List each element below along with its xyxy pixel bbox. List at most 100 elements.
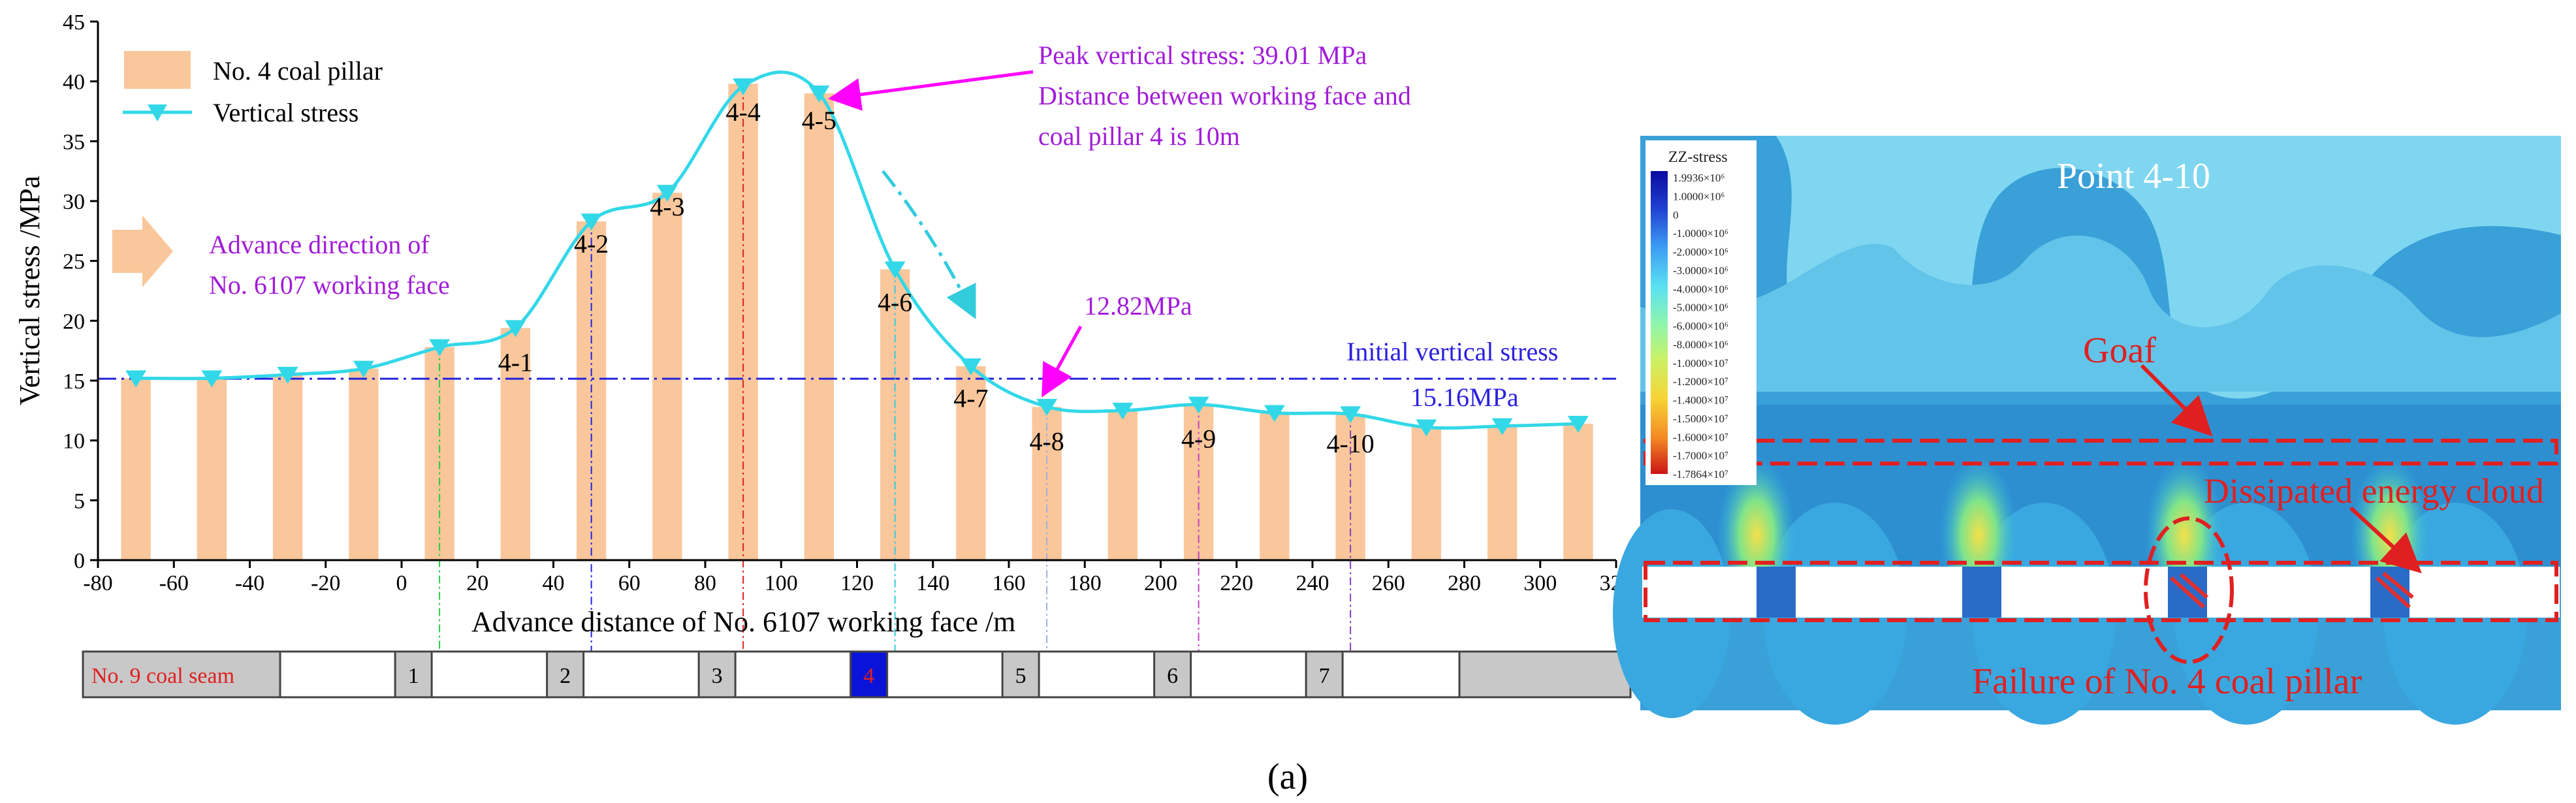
y-ticks: 0 5 10 15 20 25 30 35 40 45: [63, 10, 98, 573]
line-marker: [1416, 419, 1437, 437]
bar: [1260, 413, 1290, 560]
advance-text-2: No. 6107 working face: [209, 270, 450, 300]
seam-end-box: [1458, 650, 1632, 699]
line-marker: [1340, 406, 1361, 424]
cloud-label: Dissipated energy cloud: [2204, 471, 2544, 511]
point-label: 4-9: [1181, 424, 1216, 454]
colorbar-label: -1.6000×10⁷: [1673, 431, 1728, 443]
bar: [272, 374, 303, 560]
line-marker: [580, 213, 602, 231]
pillar-4: [850, 650, 889, 699]
initial-stress-value: 15.16MPa: [1410, 383, 1519, 412]
peak-arrow: [828, 70, 1034, 111]
bar: [500, 328, 531, 560]
line-marker: [1491, 418, 1513, 435]
failure-circle: [2144, 516, 2234, 664]
colorbar-label: -1.5000×10⁷: [1673, 413, 1728, 425]
colorbar-label: -1.0000×10⁷: [1673, 357, 1728, 370]
point-label: 4-3: [650, 192, 684, 221]
colorbar-label: -1.0000×10⁶: [1673, 227, 1728, 240]
line-marker: [125, 370, 147, 388]
colorbar-label: -6.0000×10⁶: [1673, 320, 1728, 332]
seam-box: [1644, 561, 2558, 622]
x-tick-label: 240: [1296, 571, 1329, 595]
advance-text-1: Advance direction of: [209, 230, 430, 259]
bar: [1107, 410, 1138, 560]
x-tick-label: 0: [396, 571, 407, 595]
colorbar: [1651, 171, 1668, 474]
x-tick-label: 160: [993, 571, 1026, 595]
point-label: 4-2: [574, 229, 609, 259]
y-tick-label: 15: [63, 370, 85, 394]
legend-bar-label: No. 4 coal pillar: [213, 56, 383, 86]
advance-arrow-icon: [112, 215, 173, 287]
point-label: 4-10: [1326, 429, 1374, 458]
pillar-6: [1153, 650, 1192, 699]
y-tick-label: 35: [63, 130, 85, 154]
line-marker: [1188, 396, 1209, 414]
goaf-arrow: [2140, 364, 2213, 437]
initial-stress-label: Initial vertical stress: [1346, 337, 1558, 366]
bar: [121, 378, 151, 560]
pillar-label: 2: [560, 664, 571, 688]
sim-band: [1640, 235, 2561, 392]
x-tick-label: -60: [159, 571, 189, 595]
seam-label-box: [82, 650, 281, 699]
y-tick-label: 10: [63, 430, 85, 454]
x-tick-label: 300: [1523, 571, 1557, 595]
y-tick-label: 20: [63, 309, 85, 334]
legend-line-label: Vertical stress: [213, 98, 358, 127]
point-label: 4-7: [953, 383, 988, 413]
colorbar-label: -5.0000×10⁶: [1673, 302, 1728, 314]
x-tick-label: 20: [466, 571, 488, 595]
seam-label: No. 9 coal seam: [91, 664, 234, 688]
line-marker: [505, 320, 526, 338]
stress-chart: 4-14-24-34-4 4-54-64-74-8 4-9 4-10 05101520…: [14, 10, 1633, 697]
x-axis-label: Advance distance of No. 6107 working fac…: [471, 606, 1015, 638]
line-marker: [960, 358, 981, 375]
y-tick-label: 40: [63, 71, 85, 95]
bar: [1487, 426, 1518, 560]
bar: [804, 93, 835, 560]
x-tick-label: 280: [1448, 571, 1481, 595]
peak-text-3: coal pillar 4 is 10m: [1038, 121, 1240, 151]
colorbar-label: -1.4000×10⁷: [1673, 394, 1728, 407]
x-tick-label: -40: [235, 571, 264, 595]
point-label: 4-6: [878, 288, 912, 317]
line-marker: [1567, 416, 1589, 433]
point-labels-layer: 4-1 4-2 4-3 4-4 4-5 4-6 4-7 4-8 4-9 4-10: [498, 97, 1375, 458]
guide-lines-layer: [439, 86, 1352, 697]
trend-arrow: [882, 170, 976, 319]
line-marker: [201, 370, 223, 388]
caption: (a): [1267, 757, 1308, 797]
point-label: 4-8: [1029, 426, 1064, 456]
colorbar-label: -3.0000×10⁶: [1673, 264, 1728, 277]
sim-failure-mark: [2169, 573, 2208, 609]
pillar-1: [394, 650, 433, 699]
pillar-label: 5: [1015, 664, 1026, 688]
line-marker: [808, 86, 830, 102]
bar: [197, 378, 227, 560]
point-label: 4-1: [498, 347, 533, 377]
colorbar-label: -2.0000×10⁶: [1673, 246, 1728, 259]
x-tick-label: 120: [840, 571, 874, 595]
pillar-label: 1: [408, 664, 419, 688]
line-marker: [1036, 398, 1058, 416]
colorbar-label: -1.7000×10⁷: [1673, 450, 1728, 462]
x-tick-label: 220: [1220, 571, 1253, 595]
pillar-7: [1305, 650, 1344, 699]
pillar-label: 7: [1319, 664, 1330, 688]
goaf-label: Goaf: [2083, 330, 2156, 371]
line-marker: [429, 339, 451, 356]
coal-seam-strip: No. 9 coal seam 1 2 3 4 5 6 7: [82, 650, 1632, 699]
sim-failure-mark: [2375, 571, 2414, 609]
line-marker: [1112, 402, 1134, 420]
peak-text-2: Distance between working face and: [1038, 81, 1411, 110]
y-tick-label: 5: [74, 489, 85, 513]
y-tick-label: 45: [63, 10, 85, 35]
vertical-stress-line: [136, 71, 1578, 430]
colorbar-label: 1.9936×10⁶: [1673, 172, 1725, 184]
line-marker: [353, 360, 374, 378]
point-label: 4-5: [802, 106, 836, 135]
